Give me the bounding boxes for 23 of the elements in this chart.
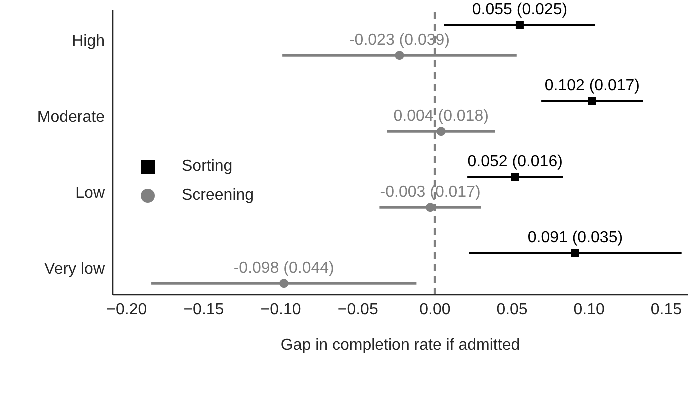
- data-label: -0.023 (0.039): [349, 32, 450, 50]
- data-label: -0.003 (0.017): [380, 184, 481, 202]
- x-tick-label: 0.05: [496, 301, 528, 318]
- x-tick-label: 0.15: [650, 301, 682, 318]
- data-label: 0.102 (0.017): [544, 78, 640, 95]
- x-tick-label: 0.00: [420, 301, 451, 318]
- legend-label: Screening: [182, 186, 254, 204]
- data-label: -0.098 (0.044): [234, 260, 334, 278]
- y-tick-label: High: [72, 33, 105, 50]
- x-tick-label: 0.10: [574, 301, 606, 318]
- data-label: 0.091 (0.035): [528, 230, 624, 247]
- y-tick-label: Moderate: [37, 109, 106, 126]
- y-tick-label: Very low: [44, 261, 106, 278]
- data-label: 0.004 (0.018): [394, 108, 489, 126]
- data-label: 0.052 (0.016): [468, 154, 563, 171]
- x-tick-label: −0.20: [106, 301, 148, 318]
- x-tick-label: −0.15: [184, 301, 224, 318]
- y-tick-label: Low: [76, 185, 106, 202]
- x-axis-title: Gap in completion rate if admitted: [280, 337, 520, 354]
- legend-label: Sorting: [182, 158, 233, 176]
- x-tick-label: −0.10: [260, 301, 302, 318]
- x-tick-label: −0.05: [338, 301, 378, 318]
- data-label: 0.055 (0.025): [472, 2, 568, 19]
